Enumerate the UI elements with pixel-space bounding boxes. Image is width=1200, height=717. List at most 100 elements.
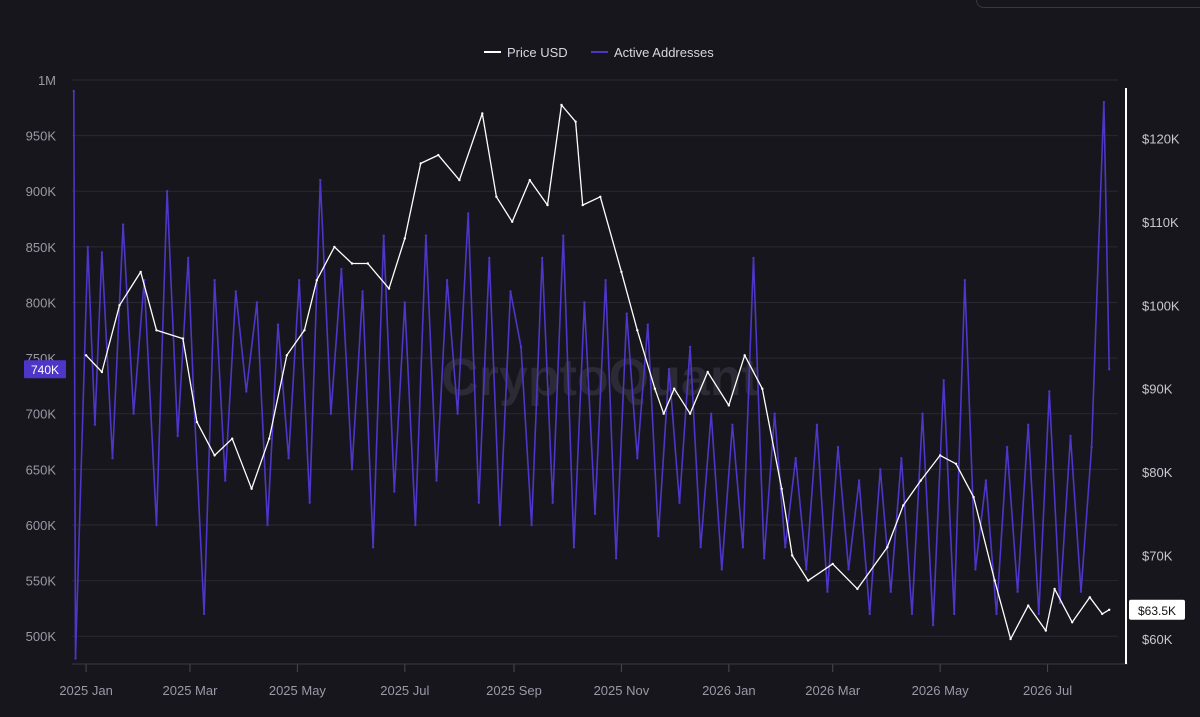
data-point: [604, 279, 607, 282]
data-point: [1108, 608, 1111, 611]
data-point: [743, 354, 746, 357]
data-point: [118, 304, 121, 307]
data-point: [706, 370, 709, 374]
data-point: [805, 568, 808, 571]
data-point: [165, 190, 169, 193]
data-point: [1102, 101, 1106, 104]
data-point: [646, 323, 649, 326]
series-price-usd: [84, 103, 1111, 641]
data-point: [974, 568, 977, 571]
data-point: [371, 546, 375, 549]
data-point: [784, 546, 787, 549]
x-tick-label: 2025 Mar: [163, 683, 219, 698]
data-point: [74, 657, 77, 660]
data-point: [752, 256, 755, 260]
x-tick-label: 2025 Nov: [594, 683, 650, 698]
data-point: [1027, 423, 1030, 426]
data-point: [688, 345, 692, 349]
y-left-tick-label: 950K: [26, 129, 57, 144]
data-point: [100, 370, 104, 374]
data-point: [938, 454, 942, 457]
data-point: [224, 479, 227, 482]
data-point: [93, 423, 97, 426]
axes: 1M950K900K850K800K750K700K650K600K550K50…: [24, 73, 1185, 698]
data-point: [741, 546, 745, 549]
data-point: [435, 479, 438, 482]
data-point: [488, 256, 491, 260]
data-point: [919, 479, 922, 482]
right-current-value-label: $63.5K: [1138, 604, 1176, 618]
series-active-addresses: [72, 89, 1111, 660]
left-current-value-badge: [24, 360, 66, 379]
data-point: [546, 203, 549, 207]
data-point: [625, 312, 628, 315]
data-point: [268, 437, 271, 440]
y-right-tick-label: $110K: [1142, 215, 1179, 230]
data-point: [319, 178, 322, 182]
data-point: [195, 420, 199, 424]
data-point: [963, 279, 966, 282]
data-point: [931, 623, 935, 627]
data-point: [1048, 390, 1051, 393]
data-point: [993, 579, 996, 582]
x-tick-label: 2025 Jul: [380, 683, 429, 698]
data-point: [1079, 590, 1083, 593]
data-point: [1058, 601, 1062, 604]
data-point: [614, 557, 618, 560]
data-point: [1101, 612, 1104, 616]
data-point: [437, 153, 440, 157]
data-point: [780, 487, 783, 490]
data-point: [530, 523, 533, 527]
data-point: [794, 457, 797, 460]
data-point: [1053, 587, 1056, 591]
data-point: [350, 262, 354, 265]
data-point: [831, 562, 834, 566]
data-point: [599, 195, 602, 198]
y-right-tick-label: $100K: [1142, 298, 1180, 313]
data-point: [287, 457, 290, 460]
data-point: [942, 379, 945, 382]
data-point: [340, 267, 343, 271]
data-point: [387, 287, 391, 290]
x-tick-label: 2026 Jan: [702, 683, 756, 698]
data-point: [662, 412, 665, 415]
data-point: [815, 423, 819, 426]
data-point: [84, 354, 88, 357]
data-point: [350, 468, 354, 471]
legend-entry-label[interactable]: Price USD: [507, 45, 568, 60]
data-point: [583, 301, 586, 304]
data-point: [361, 290, 364, 293]
data-point: [403, 301, 406, 304]
y-left-tick-label: 900K: [26, 184, 57, 199]
data-point: [1005, 445, 1009, 449]
data-point: [620, 270, 623, 274]
data-point: [456, 412, 459, 415]
data-point: [667, 368, 671, 371]
data-point: [231, 437, 234, 440]
y-left-tick-label: 850K: [26, 240, 57, 255]
data-point: [315, 279, 318, 282]
y-right-tick-label: $70K: [1142, 549, 1173, 564]
data-point: [414, 523, 417, 527]
data-point: [847, 568, 850, 571]
data-point: [731, 423, 734, 426]
data-point: [393, 490, 396, 493]
data-point: [213, 279, 216, 282]
data-point: [902, 504, 905, 507]
data-point: [511, 220, 514, 223]
y-left-tick-label: 800K: [26, 295, 57, 310]
data-point: [900, 457, 903, 460]
y-right-tick-label: $90K: [1142, 382, 1173, 397]
data-point: [826, 590, 829, 593]
data-point: [333, 245, 336, 249]
data-point: [581, 203, 584, 207]
data-point: [551, 501, 554, 504]
data-point: [541, 256, 544, 260]
y-left-tick-label: 650K: [26, 462, 57, 477]
top-control-edge[interactable]: [976, 0, 1200, 8]
legend-entry-label[interactable]: Active Addresses: [614, 45, 714, 60]
data-point: [1009, 637, 1012, 641]
data-point: [498, 523, 502, 527]
